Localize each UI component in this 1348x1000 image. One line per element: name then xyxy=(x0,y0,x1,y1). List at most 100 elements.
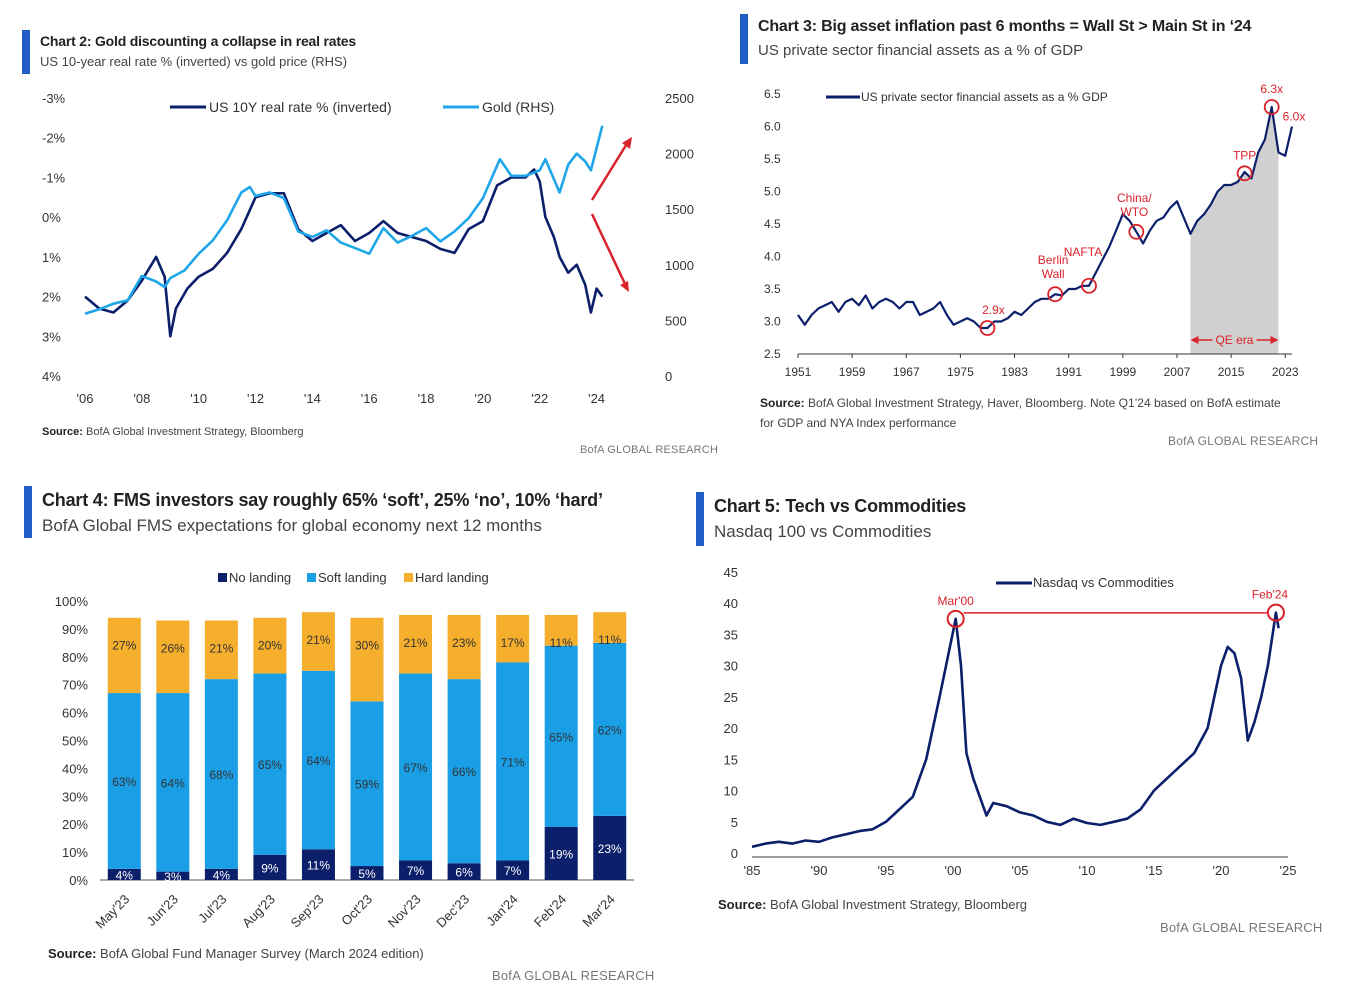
y-right-tick-label: 0 xyxy=(665,369,672,384)
series-line-real-rate xyxy=(84,168,604,338)
bar-segment xyxy=(107,693,141,869)
qe-era-shading xyxy=(1190,107,1279,354)
y-tick-label: 25 xyxy=(724,690,738,705)
x-tick-label: Jan'24 xyxy=(483,892,520,929)
y-tick-label: 5.0 xyxy=(764,185,781,199)
y-tick-label: 100% xyxy=(55,594,89,609)
y-right-tick-label: 2000 xyxy=(665,147,694,162)
x-tick-label: 2007 xyxy=(1164,365,1191,379)
y-tick-label: 10 xyxy=(724,784,738,799)
y-left-tick-label: -2% xyxy=(42,131,66,146)
series-line-nasdaq-vs-commodities xyxy=(751,611,1280,849)
y-tick-label: 6.0 xyxy=(764,120,781,134)
x-tick-label: 1975 xyxy=(947,365,974,379)
series-line-gold xyxy=(84,125,604,315)
chart-3-source: Source: BofA Global Investment Strategy,… xyxy=(760,393,1320,433)
bar-segment xyxy=(156,693,190,872)
x-tick-label: '20 xyxy=(1213,863,1230,878)
y-left-tick-label: 3% xyxy=(42,329,61,344)
bar-segment xyxy=(399,673,433,861)
y-tick-label: 6.5 xyxy=(764,87,781,101)
chart-3-panel: Chart 3: Big asset inflation past 6 mont… xyxy=(720,0,1348,470)
bar-data-label: 64% xyxy=(306,754,330,768)
y-tick-label: 0 xyxy=(731,846,738,861)
bar-segment xyxy=(496,614,530,663)
x-tick-label: Jul'23 xyxy=(195,892,229,926)
bar-segment xyxy=(593,612,627,643)
legend-label: US 10Y real rate % (inverted) xyxy=(209,99,392,115)
y-tick-label: 40% xyxy=(62,761,88,776)
bar-segment xyxy=(301,612,335,671)
chart-4-brand: BofA GLOBAL RESEARCH xyxy=(492,968,655,983)
bar-segment xyxy=(253,617,287,674)
legend-label: US private sector financial assets as a … xyxy=(861,90,1108,104)
y-tick-label: 4.5 xyxy=(764,217,781,231)
bar-segment xyxy=(447,679,481,864)
x-tick-label: 1991 xyxy=(1055,365,1082,379)
bar-segment xyxy=(107,868,141,880)
y-left-tick-label: 1% xyxy=(42,250,61,265)
annotation-label: Berlin xyxy=(1038,253,1069,267)
bar-data-label: 64% xyxy=(161,776,185,790)
bar-data-label: 71% xyxy=(501,755,525,769)
x-tick-label: '18 xyxy=(418,391,435,406)
bar-data-label: 4% xyxy=(213,868,231,882)
bar-data-label: 4% xyxy=(116,868,134,882)
bar-data-label: 27% xyxy=(112,639,136,653)
chart-4-subtitle: BofA Global FMS expectations for global … xyxy=(42,516,542,535)
bar-data-label: 26% xyxy=(161,642,185,656)
bar-segment xyxy=(496,860,530,880)
x-tick-label: '90 xyxy=(811,863,828,878)
bar-segment xyxy=(301,670,335,850)
annotation-circle xyxy=(1236,165,1253,182)
chart-4-header: Chart 4: FMS investors say roughly 65% ‘… xyxy=(24,486,603,538)
bar-data-label: 6% xyxy=(455,866,473,880)
qe-era-label-bg xyxy=(1212,332,1257,347)
bar-segment xyxy=(156,620,190,694)
x-tick-label: '85 xyxy=(744,863,761,878)
y-right-tick-label: 1000 xyxy=(665,258,694,273)
legend-label: Hard landing xyxy=(415,570,489,585)
x-tick-label: 1983 xyxy=(1001,365,1028,379)
annotation-label: 2.9x xyxy=(982,303,1005,317)
bar-segment xyxy=(253,854,287,880)
annotation-label: Feb'24 xyxy=(1252,588,1289,602)
chart-3-source-text-2: for GDP and NYA Index performance xyxy=(760,416,957,430)
bar-segment xyxy=(447,614,481,680)
bar-data-label: 20% xyxy=(258,639,282,653)
y-right-tick-label: 1500 xyxy=(665,202,694,217)
trend-arrow-up-head xyxy=(622,137,632,149)
chart-3-brand: BofA GLOBAL RESEARCH xyxy=(1168,434,1319,448)
chart-2-title: Chart 2: Gold discounting a collapse in … xyxy=(40,33,356,49)
x-tick-label: 1959 xyxy=(839,365,866,379)
x-tick-label: Dec'23 xyxy=(433,892,472,931)
x-tick-label: '08 xyxy=(133,391,150,406)
y-right-tick-label: 500 xyxy=(665,313,687,328)
bar-data-label: 7% xyxy=(407,864,425,878)
bar-segment xyxy=(156,871,190,880)
chart-3-source-label: Source: xyxy=(760,396,805,410)
annotation-circle xyxy=(1266,603,1285,622)
x-tick-label: '22 xyxy=(531,391,548,406)
bar-segment xyxy=(544,614,578,646)
x-tick-label: '24 xyxy=(588,391,605,406)
x-tick-label: May'23 xyxy=(92,892,132,932)
y-tick-label: 0% xyxy=(69,873,88,888)
annotation-circle xyxy=(979,320,996,336)
y-tick-label: 3.5 xyxy=(764,282,781,296)
y-tick-label: 2.5 xyxy=(764,347,781,361)
chart-5-panel: Chart 5: Tech vs Commodities Nasdaq 100 … xyxy=(680,470,1348,1000)
bar-data-label: 19% xyxy=(549,847,573,861)
bar-data-label: 11% xyxy=(307,859,330,873)
bar-data-label: 66% xyxy=(452,765,476,779)
chart-3-subtitle: US private sector financial assets as a … xyxy=(758,42,1084,59)
y-tick-label: 4.0 xyxy=(764,250,781,264)
legend-swatch xyxy=(218,573,227,582)
bar-data-label: 21% xyxy=(209,642,233,656)
bar-segment xyxy=(301,849,335,880)
legend-swatch xyxy=(307,573,316,582)
annotation-circle xyxy=(946,609,965,628)
x-tick-label: Feb'24 xyxy=(531,892,569,930)
bar-data-label: 23% xyxy=(598,842,622,856)
x-tick-label: '10 xyxy=(1079,863,1096,878)
